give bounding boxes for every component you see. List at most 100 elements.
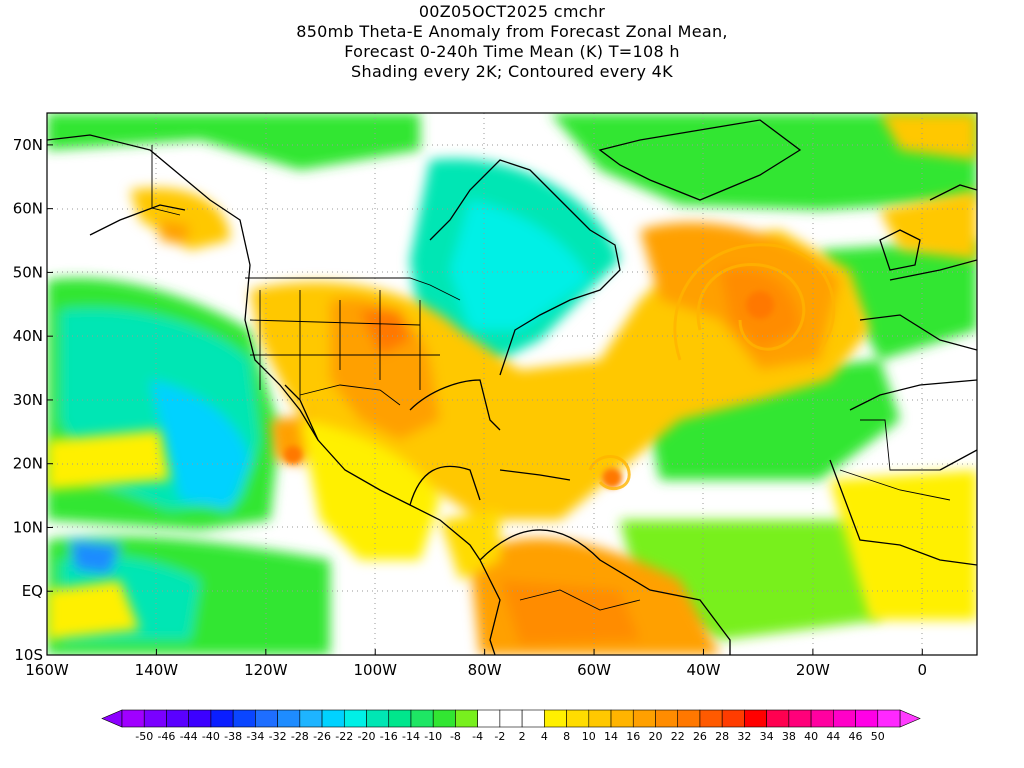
lon-tick-label: 100W [354,661,398,679]
colorbar-swatch [721,709,745,728]
colorbar-swatch [343,709,367,728]
colorbar-swatch [544,709,567,728]
colorbar-label: -8 [450,730,461,743]
colorbar-swatch [855,709,879,728]
colorbar-label: -16 [380,730,398,743]
colorbar-label: -2 [494,730,505,743]
colorbar-label: 46 [849,730,863,743]
colorbar-swatch [366,709,390,728]
colorbar-label: -14 [402,730,420,743]
colorbar-label: 40 [804,730,818,743]
colorbar-label: 50 [871,730,885,743]
colorbar-label: 32 [737,730,751,743]
colorbar-swatch [655,709,679,728]
latitude-axis: 70N 60N 50N 40N 30N 20N 10N EQ 10S [13,136,53,664]
colorbar-swatch [610,709,634,728]
colorbar-label: 14 [604,730,618,743]
colorbar-swatch [766,709,790,728]
lat-tick-label: 40N [13,327,43,345]
colorbar-swatch [477,709,501,728]
colorbar-label: 16 [626,730,640,743]
colorbar-swatch [277,709,301,728]
colorbar-swatch [677,709,701,728]
colorbar-swatch [432,709,456,728]
lat-tick-label: EQ [22,582,43,600]
map-frame [46,112,978,656]
lat-tick-label: 10S [14,646,43,664]
colorbar-swatch [499,709,523,728]
lat-tick-label: 60N [13,200,43,218]
colorbar-label: -34 [246,730,264,743]
title-line-4: Shading every 2K; Contoured every 4K [351,62,673,81]
title-line-3: Forecast 0-240h Time Mean (K) T=108 h [344,42,680,61]
lat-tick-label: 20N [13,455,43,473]
colorbar-label: 10 [582,730,596,743]
title-block: 00Z05OCT2025 cmchr 850mb Theta-E Anomaly… [0,2,1024,82]
colorbar-swatch [455,709,478,728]
colorbar-swatch [410,709,434,728]
colorbar-label: -44 [180,730,198,743]
colorbar-label: 2 [519,730,526,743]
colorbar-label: -40 [202,730,220,743]
colorbar-swatch [321,709,345,728]
colorbar-swatch [632,709,656,728]
lon-tick-label: 40W [687,661,721,679]
colorbar-swatch [833,709,856,728]
longitude-axis: 160W 140W 120W 100W 80W 60W 40W 20W 0 [25,649,927,679]
graticule [47,113,977,655]
colorbar-label: -38 [224,730,242,743]
lat-tick-label: 10N [13,518,43,536]
colorbar-label: -10 [424,730,442,743]
colorbar-label: 26 [693,730,707,743]
colorbar-label: -26 [313,730,331,743]
colorbar-label: -28 [291,730,309,743]
colorbar-swatch [810,709,834,728]
colorbar-label: 22 [671,730,685,743]
title-line-1: 00Z05OCT2025 cmchr [418,2,606,21]
colorbar-swatch [188,709,212,728]
colorbar-swatch [255,709,278,728]
colorbar-label: 8 [563,730,570,743]
colorbar-label: 34 [760,730,774,743]
colorbar-swatch [521,709,545,728]
colorbar-arrow-left [101,709,123,728]
colorbar-label: 28 [715,730,729,743]
lon-tick-label: 140W [135,661,179,679]
colorbar-swatch [232,709,256,728]
colorbar-label: -32 [269,730,287,743]
coastlines [47,119,977,655]
colorbar-swatch [121,709,145,728]
colorbar-swatch [299,709,323,728]
colorbar-swatch [210,709,234,728]
colorbar: -50 -46 -44 -40 -38 -34 -32 -28 -26 -22 -20 -16 -14-… [101,709,921,743]
lon-tick-label: 0 [918,661,928,679]
colorbar-swatch [166,709,189,728]
lat-tick-label: 50N [13,263,43,281]
colorbar-swatch [566,709,590,728]
colorbar-label: 20 [648,730,662,743]
lat-tick-label: 70N [13,136,43,154]
colorbar-label: -22 [335,730,353,743]
colorbar-label: -4 [472,730,483,743]
colorbar-swatch [388,709,412,728]
colorbar-swatch [788,709,812,728]
colorbar-label: 4 [541,730,548,743]
colorbar-swatch [699,709,723,728]
lon-tick-label: 160W [25,661,69,679]
colorbar-swatch [877,709,901,728]
colorbar-label: -50 [135,730,153,743]
colorbar-arrow-right [899,709,921,728]
colorbar-label: -46 [157,730,175,743]
lon-tick-label: 20W [796,661,830,679]
lon-tick-label: 120W [244,661,288,679]
colorbar-swatch [588,709,612,728]
colorbar-label: 44 [826,730,840,743]
lon-tick-label: 80W [468,661,502,679]
shaded-field [47,113,977,655]
colorbar-swatch [744,709,767,728]
lat-tick-label: 30N [13,391,43,409]
colorbar-label: 38 [782,730,796,743]
title-line-2: 850mb Theta-E Anomaly from Forecast Zona… [296,22,728,41]
lon-tick-label: 60W [577,661,611,679]
